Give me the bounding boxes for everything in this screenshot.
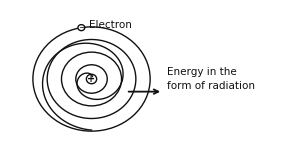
Text: −: −	[78, 23, 85, 32]
Ellipse shape	[86, 74, 97, 84]
Text: Electron: Electron	[89, 20, 132, 30]
Ellipse shape	[78, 25, 85, 31]
Text: +: +	[88, 74, 96, 84]
Text: Energy in the
form of radiation: Energy in the form of radiation	[167, 67, 255, 91]
